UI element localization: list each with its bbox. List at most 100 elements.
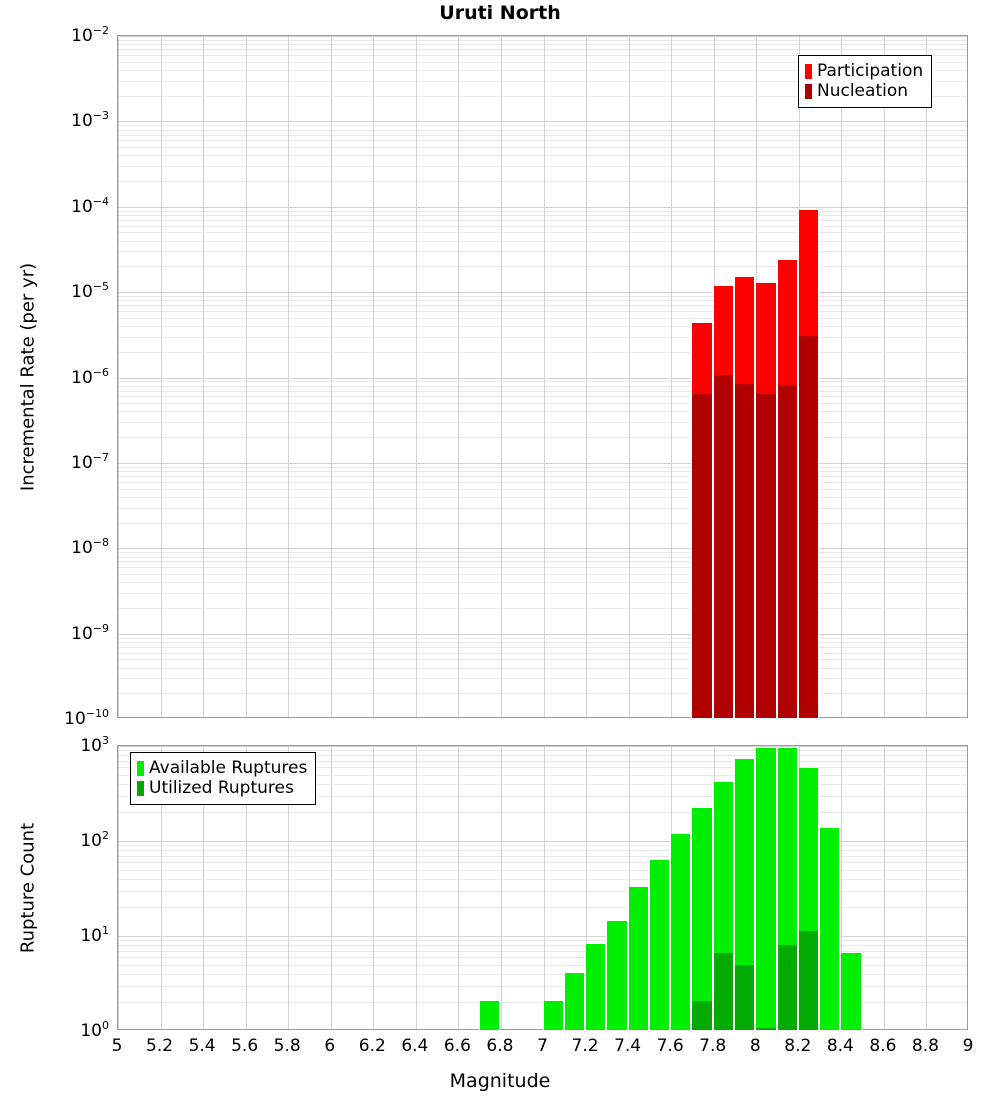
gridline-horizontal bbox=[118, 552, 967, 553]
gridline-horizontal bbox=[118, 907, 967, 908]
legend-item[interactable]: Available Ruptures bbox=[137, 758, 307, 778]
incremental-rate-plot-area[interactable] bbox=[117, 35, 968, 718]
bar-utilized-ruptures bbox=[691, 1001, 713, 1030]
gridline-vertical bbox=[884, 36, 885, 717]
gridline-horizontal bbox=[118, 784, 967, 785]
gridline-horizontal bbox=[118, 62, 967, 63]
magnitude-axis-title: Magnitude bbox=[449, 1070, 551, 1092]
gridline-vertical bbox=[246, 746, 247, 1029]
gridline-horizontal bbox=[118, 232, 967, 233]
gridline-horizontal bbox=[118, 561, 967, 562]
gridline-horizontal bbox=[118, 378, 967, 379]
gridline-vertical bbox=[586, 746, 587, 1029]
gridline-horizontal bbox=[118, 266, 967, 267]
gridline-vertical bbox=[203, 36, 204, 717]
bar-available-ruptures bbox=[563, 972, 586, 1030]
bar-available-ruptures bbox=[670, 834, 692, 1030]
gridline-vertical bbox=[288, 36, 289, 717]
gridline-horizontal bbox=[118, 582, 967, 583]
gridline-horizontal bbox=[118, 49, 967, 50]
bar-utilized-ruptures bbox=[733, 965, 756, 1030]
rupture-count-legend[interactable]: Available Ruptures Utilized Ruptures bbox=[130, 752, 317, 806]
legend-swatch-icon bbox=[805, 63, 812, 79]
gridline-vertical bbox=[118, 746, 119, 1029]
gridline-horizontal bbox=[118, 482, 967, 483]
gridline-horizontal bbox=[118, 557, 967, 558]
x-axis-tick-label: 9 bbox=[962, 1036, 974, 1056]
gridline-horizontal bbox=[118, 659, 967, 660]
gridline-vertical bbox=[373, 746, 374, 1029]
gridline-horizontal bbox=[118, 638, 967, 639]
gridline-horizontal bbox=[118, 647, 967, 648]
gridline-horizontal bbox=[118, 391, 967, 392]
gridline-horizontal bbox=[118, 508, 967, 509]
x-axis-tick-label: 6.2 bbox=[358, 1036, 386, 1056]
x-axis-tick-label: 7.4 bbox=[614, 1036, 642, 1056]
x-axis-tick-label: 5.8 bbox=[273, 1036, 301, 1056]
legend-item[interactable]: Participation bbox=[805, 61, 923, 81]
bar-nucleation bbox=[755, 394, 777, 718]
gridline-horizontal bbox=[118, 241, 967, 242]
x-axis-tick-label: 6.4 bbox=[401, 1036, 429, 1056]
bar-utilized-ruptures bbox=[755, 1027, 777, 1030]
incremental-rate-legend[interactable]: Participation Nucleation bbox=[798, 55, 933, 109]
gridline-horizontal bbox=[118, 775, 967, 776]
legend-item[interactable]: Nucleation bbox=[805, 81, 923, 101]
gridline-vertical bbox=[501, 746, 502, 1029]
gridline-vertical bbox=[373, 36, 374, 717]
gridline-horizontal bbox=[118, 957, 967, 958]
gridline-vertical bbox=[671, 36, 672, 717]
bar-nucleation bbox=[733, 383, 756, 718]
gridline-vertical bbox=[586, 36, 587, 717]
x-axis-tick-label: 8.6 bbox=[869, 1036, 897, 1056]
y-axis-tick-label: 10−8 bbox=[71, 536, 109, 559]
x-axis-tick-label: 8.8 bbox=[911, 1036, 939, 1056]
gridline-horizontal bbox=[118, 471, 967, 472]
bar-utilized-ruptures bbox=[712, 952, 734, 1030]
y-axis-tick-label: 102 bbox=[80, 829, 109, 851]
gridline-horizontal bbox=[118, 226, 967, 227]
gridline-horizontal bbox=[118, 140, 967, 141]
gridline-horizontal bbox=[118, 796, 967, 797]
x-axis-tick-label: 7.6 bbox=[656, 1036, 684, 1056]
gridline-horizontal bbox=[118, 318, 967, 319]
gridline-vertical bbox=[331, 36, 332, 717]
gridline-horizontal bbox=[118, 693, 967, 694]
gridline-vertical bbox=[841, 36, 842, 717]
gridline-horizontal bbox=[118, 523, 967, 524]
legend-swatch-icon bbox=[805, 83, 812, 99]
gridline-vertical bbox=[926, 36, 927, 717]
gridline-horizontal bbox=[118, 81, 967, 82]
gridline-vertical bbox=[416, 746, 417, 1029]
gridline-horizontal bbox=[118, 812, 967, 813]
gridline-vertical bbox=[544, 746, 545, 1029]
bar-available-ruptures bbox=[606, 921, 628, 1030]
gridline-horizontal bbox=[118, 567, 967, 568]
gridline-horizontal bbox=[118, 746, 967, 747]
legend-item[interactable]: Utilized Ruptures bbox=[137, 778, 307, 798]
bar-available-ruptures bbox=[648, 860, 671, 1030]
x-axis-tick-label: 5 bbox=[111, 1036, 123, 1056]
y-axis-tick-label: 101 bbox=[80, 924, 109, 946]
legend-swatch-icon bbox=[137, 760, 144, 776]
legend-item-label: Available Ruptures bbox=[149, 758, 308, 778]
gridline-vertical bbox=[926, 746, 927, 1029]
bar-available-ruptures bbox=[542, 1001, 564, 1030]
gridline-horizontal bbox=[118, 986, 967, 987]
bar-nucleation bbox=[776, 384, 798, 718]
gridline-horizontal bbox=[118, 870, 967, 871]
gridline-vertical bbox=[331, 746, 332, 1029]
bar-available-ruptures bbox=[840, 952, 862, 1030]
gridline-horizontal bbox=[118, 574, 967, 575]
x-axis-tick-label: 8.4 bbox=[826, 1036, 854, 1056]
gridline-horizontal bbox=[118, 634, 967, 635]
bar-utilized-ruptures bbox=[797, 931, 820, 1030]
bar-available-ruptures bbox=[819, 827, 841, 1030]
legend-item-label: Participation bbox=[817, 61, 924, 81]
gridline-horizontal bbox=[118, 305, 967, 306]
gridline-horizontal bbox=[118, 381, 967, 382]
gridline-horizontal bbox=[118, 548, 967, 549]
bar-nucleation bbox=[691, 394, 713, 718]
gridline-vertical bbox=[458, 36, 459, 717]
gridline-horizontal bbox=[118, 940, 967, 941]
